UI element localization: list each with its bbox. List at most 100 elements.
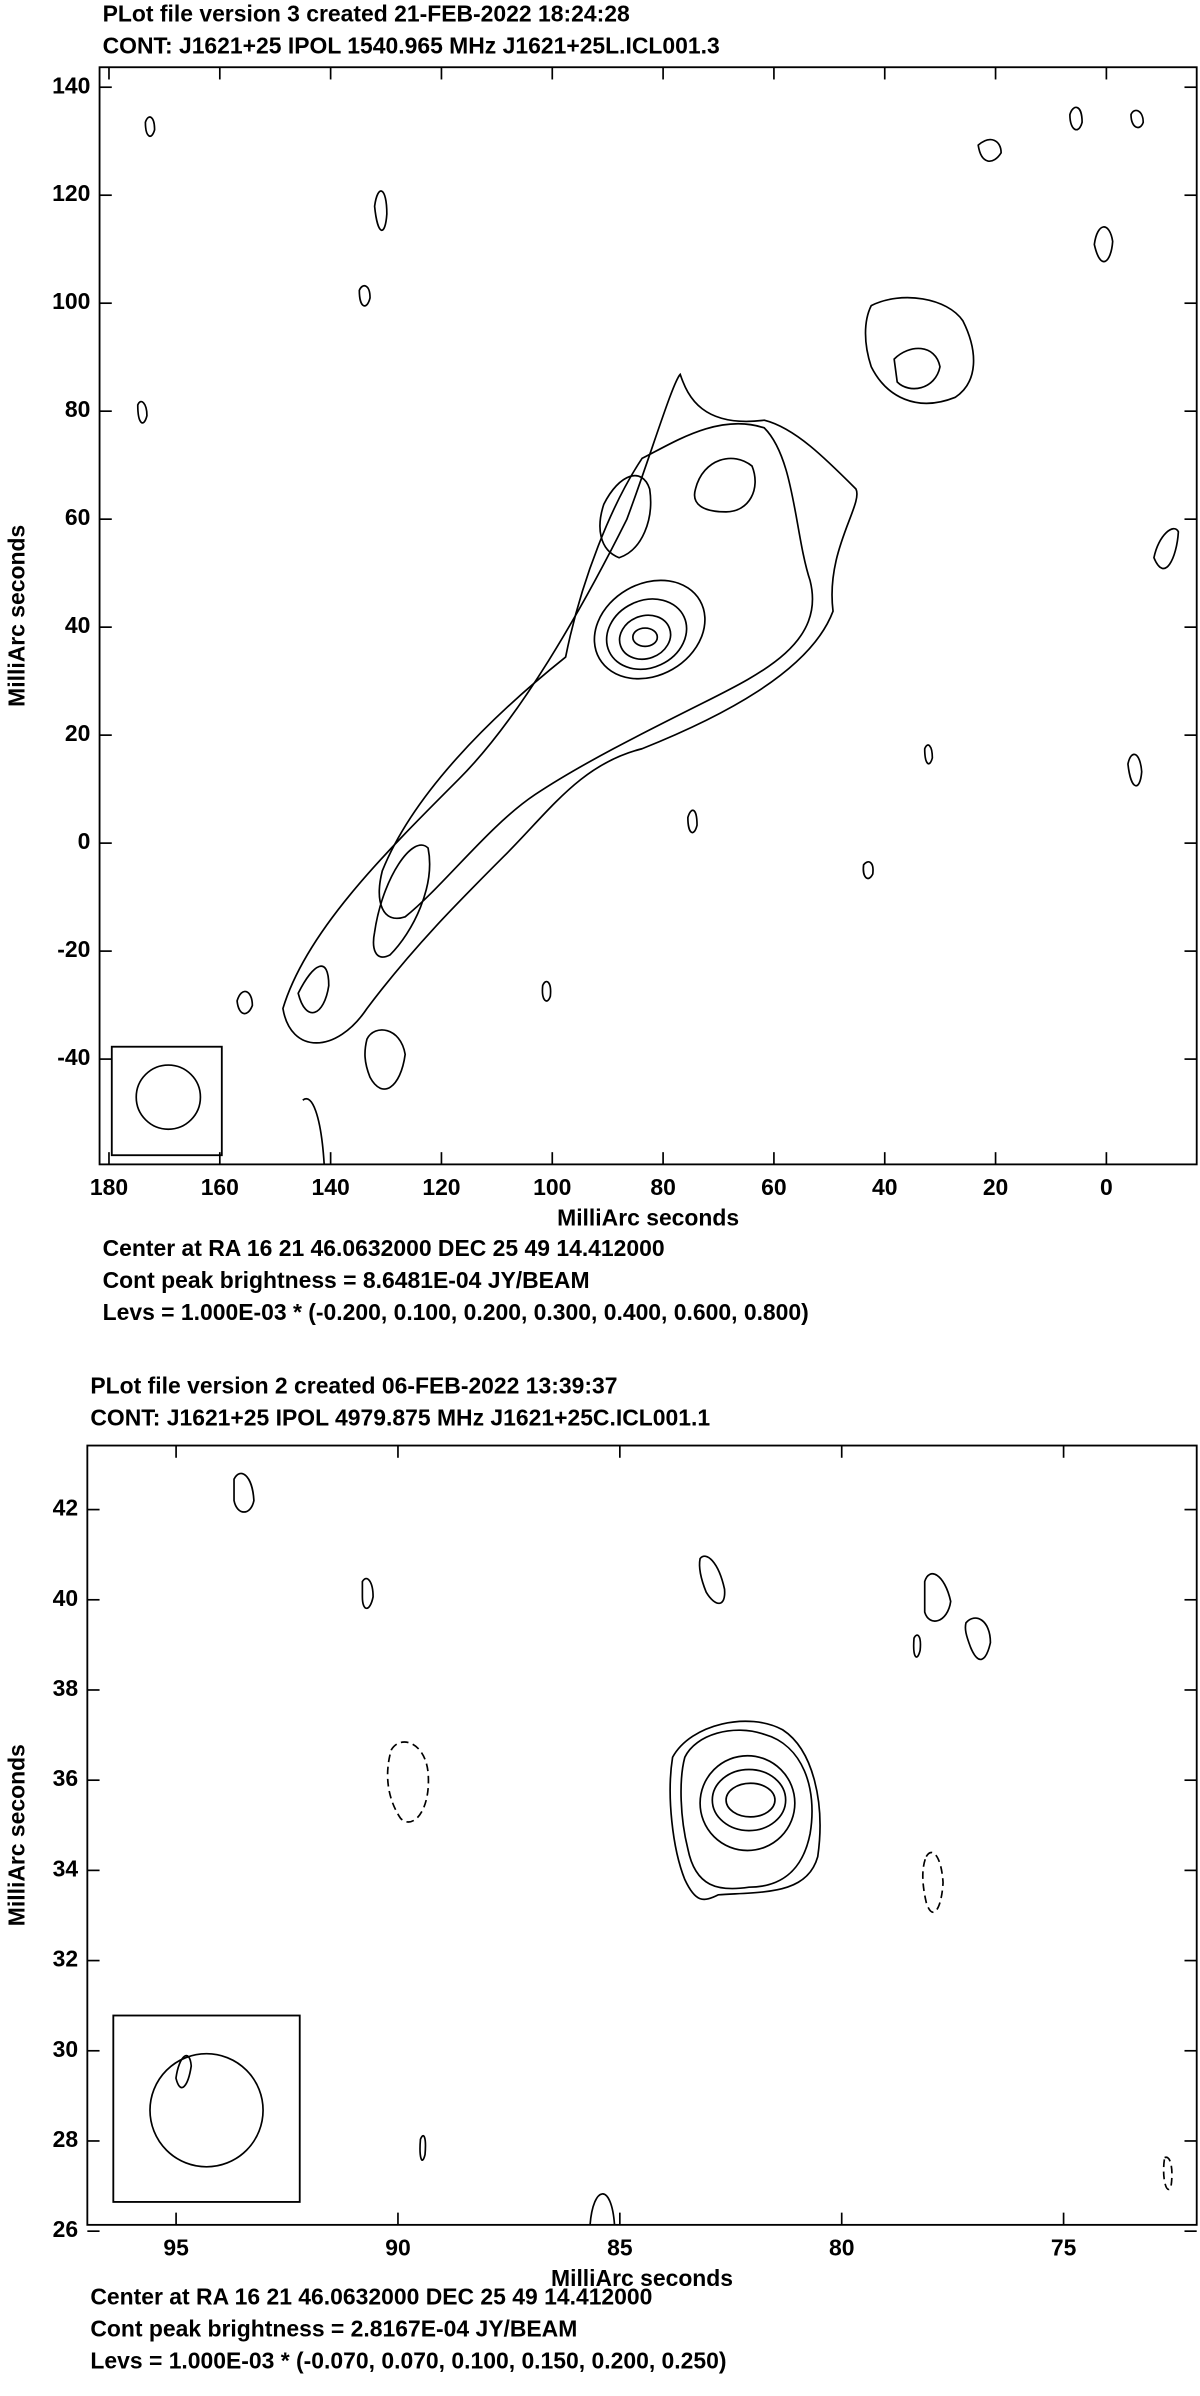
x-tick-label: 90 [385, 2234, 410, 2260]
x-tick-label: 140 [312, 1174, 350, 1200]
contour [136, 400, 148, 424]
contour [1093, 226, 1114, 263]
y-tick-label: -20 [57, 936, 90, 962]
contour [699, 1754, 796, 1852]
contour [541, 980, 552, 1002]
y-tick-label: 40 [53, 1585, 78, 1611]
contour [923, 1573, 952, 1622]
beam-box [112, 2014, 301, 2203]
y-tick-label: -40 [57, 1044, 90, 1070]
footer-note: Center at RA 16 21 46.0632000 DEC 25 49 … [90, 2283, 652, 2309]
y-tick-label: 28 [53, 2126, 79, 2152]
contour [144, 116, 156, 138]
contour [693, 457, 756, 513]
y-tick-label: 140 [52, 72, 90, 98]
x-tick-label: 120 [422, 1174, 460, 1200]
contour [372, 844, 431, 958]
contour [364, 1029, 407, 1090]
contour [361, 1577, 374, 1610]
contour [618, 614, 672, 661]
footer-note: Cont peak brightness = 8.6481E-04 JY/BEA… [103, 1267, 590, 1293]
y-tick-label: 0 [78, 828, 91, 854]
y-tick-label: 32 [53, 1946, 78, 1972]
x-tick-label: 160 [201, 1174, 239, 1200]
y-tick-label: 42 [53, 1495, 78, 1521]
y-tick-label: 30 [53, 2036, 78, 2062]
footer-note: Center at RA 16 21 46.0632000 DEC 25 49 … [103, 1235, 665, 1261]
y-axis-label: MilliArc seconds [4, 1744, 30, 1926]
y-tick-label: 38 [53, 1675, 79, 1701]
contour [233, 1472, 255, 1513]
contour [236, 990, 254, 1015]
y-tick-label: 60 [65, 504, 90, 530]
y-tick-label: 80 [65, 396, 90, 422]
contour [386, 1741, 430, 1823]
contour [864, 296, 975, 405]
x-axis-label: MilliArc seconds [551, 2265, 733, 2291]
beam-box [110, 1045, 223, 1157]
contour [1153, 527, 1180, 570]
x-tick-label: 75 [1051, 2234, 1077, 2260]
contours-2 [112, 1472, 1173, 2225]
y-tick-label: 40 [65, 612, 90, 638]
y-tick-label: 20 [65, 720, 90, 746]
contour [893, 347, 941, 390]
contour [680, 1729, 813, 1890]
contour [923, 744, 934, 765]
x-tick-label: 20 [983, 1174, 1008, 1200]
contour [599, 474, 652, 559]
beam [135, 1064, 202, 1131]
footer-note: Levs = 1.000E-03 * (-0.200, 0.100, 0.200… [103, 1299, 809, 1325]
contour [977, 138, 1002, 162]
contour [358, 284, 371, 307]
contour [687, 809, 698, 834]
y-tick-label: 120 [52, 180, 90, 206]
x-tick-label: 85 [607, 2234, 633, 2260]
x-tick-label: 80 [829, 2234, 854, 2260]
x-tick-label: 60 [761, 1174, 786, 1200]
contour [698, 1555, 726, 1605]
contour [589, 2193, 616, 2225]
contour [302, 1097, 326, 1165]
x-tick-label: 180 [90, 1174, 128, 1200]
contour [282, 372, 858, 1044]
contour [175, 2054, 193, 2089]
plot-frame [98, 66, 1198, 1166]
contour [921, 1851, 944, 1913]
footer-note: Cont peak brightness = 2.8167E-04 JY/BEA… [90, 2315, 577, 2341]
chart-title: PLot file version 2 created 06-FEB-2022 … [90, 1373, 617, 1399]
contour [419, 2135, 427, 2161]
contour [632, 627, 659, 648]
plot-frame [86, 1444, 1198, 2226]
chart-title: PLot file version 3 created 21-FEB-2022 … [103, 0, 630, 26]
contour [725, 1782, 776, 1818]
chart-subtitle: CONT: J1621+25 IPOL 1540.965 MHz J1621+2… [103, 32, 720, 58]
y-tick-label: 100 [52, 288, 90, 314]
y-tick-label: 34 [53, 1855, 79, 1881]
contour [862, 861, 874, 880]
contour [1069, 106, 1083, 131]
contour [297, 965, 330, 1014]
contour [669, 1720, 821, 1901]
beam [149, 2052, 264, 2168]
contours-1 [110, 106, 1180, 1165]
x-tick-label: 80 [650, 1174, 675, 1200]
y-tick-label: 36 [53, 1765, 78, 1791]
x-tick-label: 0 [1100, 1174, 1113, 1200]
x-tick-label: 40 [872, 1174, 897, 1200]
contour [378, 422, 814, 920]
contour [1130, 109, 1145, 129]
chart-subtitle: CONT: J1621+25 IPOL 4979.875 MHz J1621+2… [90, 1405, 710, 1431]
contour [373, 190, 388, 232]
contour [605, 598, 688, 671]
footer-note: Levs = 1.000E-03 * (-0.070, 0.070, 0.100… [90, 2347, 726, 2373]
contour [1162, 2156, 1173, 2191]
y-tick-label: 26 [53, 2216, 78, 2242]
contour [593, 579, 706, 680]
contour [711, 1768, 787, 1832]
x-tick-label: 95 [163, 2234, 189, 2260]
contour [1127, 753, 1143, 787]
